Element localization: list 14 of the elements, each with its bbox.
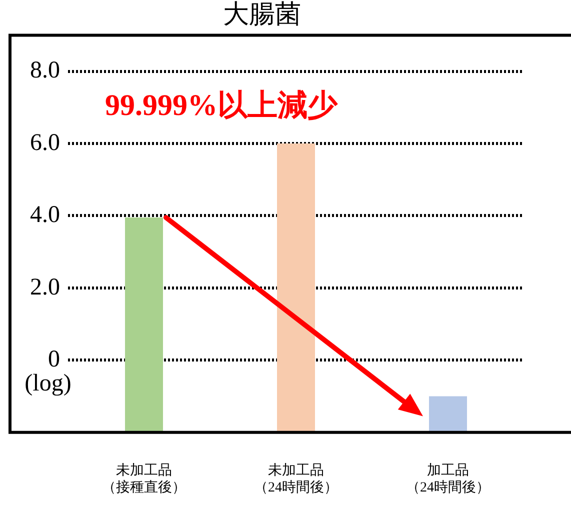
bar [429, 396, 467, 432]
bar [125, 218, 163, 432]
y-axis-title: (log) [24, 370, 72, 396]
x-tick-label: 未加工品（24時間後） [254, 462, 338, 496]
y-tick-label: 8.0 [30, 58, 60, 84]
bar [277, 144, 315, 432]
y-tick-label: 6.0 [30, 130, 60, 156]
x-tick-label: 未加工品（接種直後） [102, 462, 186, 496]
x-tick-label: 加工品（24時間後） [406, 462, 490, 496]
y-tick-label: 0 [48, 346, 60, 372]
y-tick-label: 4.0 [30, 202, 60, 228]
annotation: 99.999%以上減少 [105, 89, 338, 122]
y-tick-label: 2.0 [30, 274, 60, 300]
chart-title: 大腸菌 [223, 0, 301, 28]
